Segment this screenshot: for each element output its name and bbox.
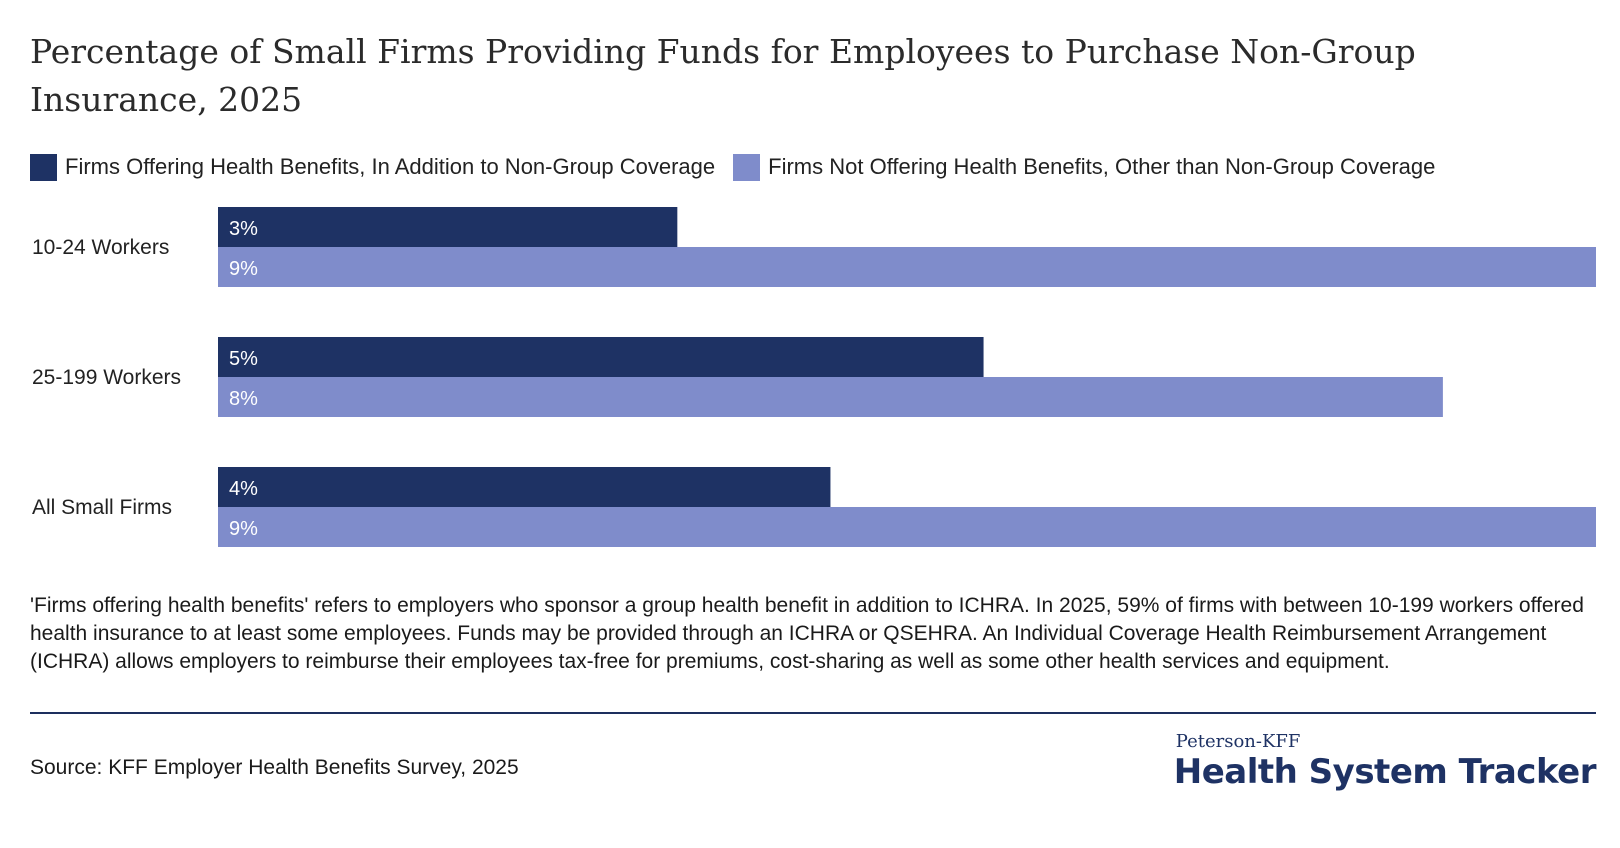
data-label-10-24-workers-series-2: 9% <box>229 258 258 280</box>
data-label-all-small-firms-series-2: 9% <box>229 518 258 540</box>
legend-swatch-offering <box>30 153 57 181</box>
divider <box>30 712 1596 714</box>
brand-big-text: Health System Tracker <box>1173 752 1597 792</box>
bar-25-199-workers-series-2 <box>218 377 1443 417</box>
category-label-all-small-firms: All Small Firms <box>32 496 172 519</box>
legend-label-offering: Firms Offering Health Benefits, In Addit… <box>65 154 716 179</box>
legend-swatch-not-offering <box>733 153 761 181</box>
data-label-10-24-workers-series-1: 3% <box>229 218 258 240</box>
bar-chart: 10-24 Workers 3% 9% 25-199 Workers 5% 8% All S… <box>32 207 1596 547</box>
bar-all-small-firms-series-1 <box>218 467 831 507</box>
legend-item-offering: Firms Offering Health Benefits, In Addit… <box>30 153 716 181</box>
brand-logo: Peterson-KFF Health System Tracker <box>1173 731 1597 793</box>
chart-note: 'Firms offering health benefits' refers … <box>30 594 1584 673</box>
legend-label-not-offering: Firms Not Offering Health Benefits, Othe… <box>768 154 1436 179</box>
chart-title: Percentage of Small Firms Providing Fund… <box>30 32 1416 119</box>
data-label-all-small-firms-series-1: 4% <box>229 478 258 500</box>
legend-item-not-offering: Firms Not Offering Health Benefits, Othe… <box>733 153 1436 181</box>
data-label-25-199-workers-series-2: 8% <box>229 388 258 410</box>
category-label-10-24-workers: 10-24 Workers <box>32 236 169 259</box>
category-label-25-199-workers: 25-199 Workers <box>32 366 181 389</box>
bar-25-199-workers-series-1 <box>218 337 984 377</box>
bar-all-small-firms-series-2 <box>218 507 1596 547</box>
legend: Firms Offering Health Benefits, In Addit… <box>30 152 1453 182</box>
data-label-25-199-workers-series-1: 5% <box>229 348 258 370</box>
bar-10-24-workers-series-2 <box>218 247 1596 287</box>
brand-small-text: Peterson-KFF <box>1175 731 1301 752</box>
bar-10-24-workers-series-1 <box>218 207 678 247</box>
source-text: Source: KFF Employer Health Benefits Sur… <box>30 756 519 779</box>
